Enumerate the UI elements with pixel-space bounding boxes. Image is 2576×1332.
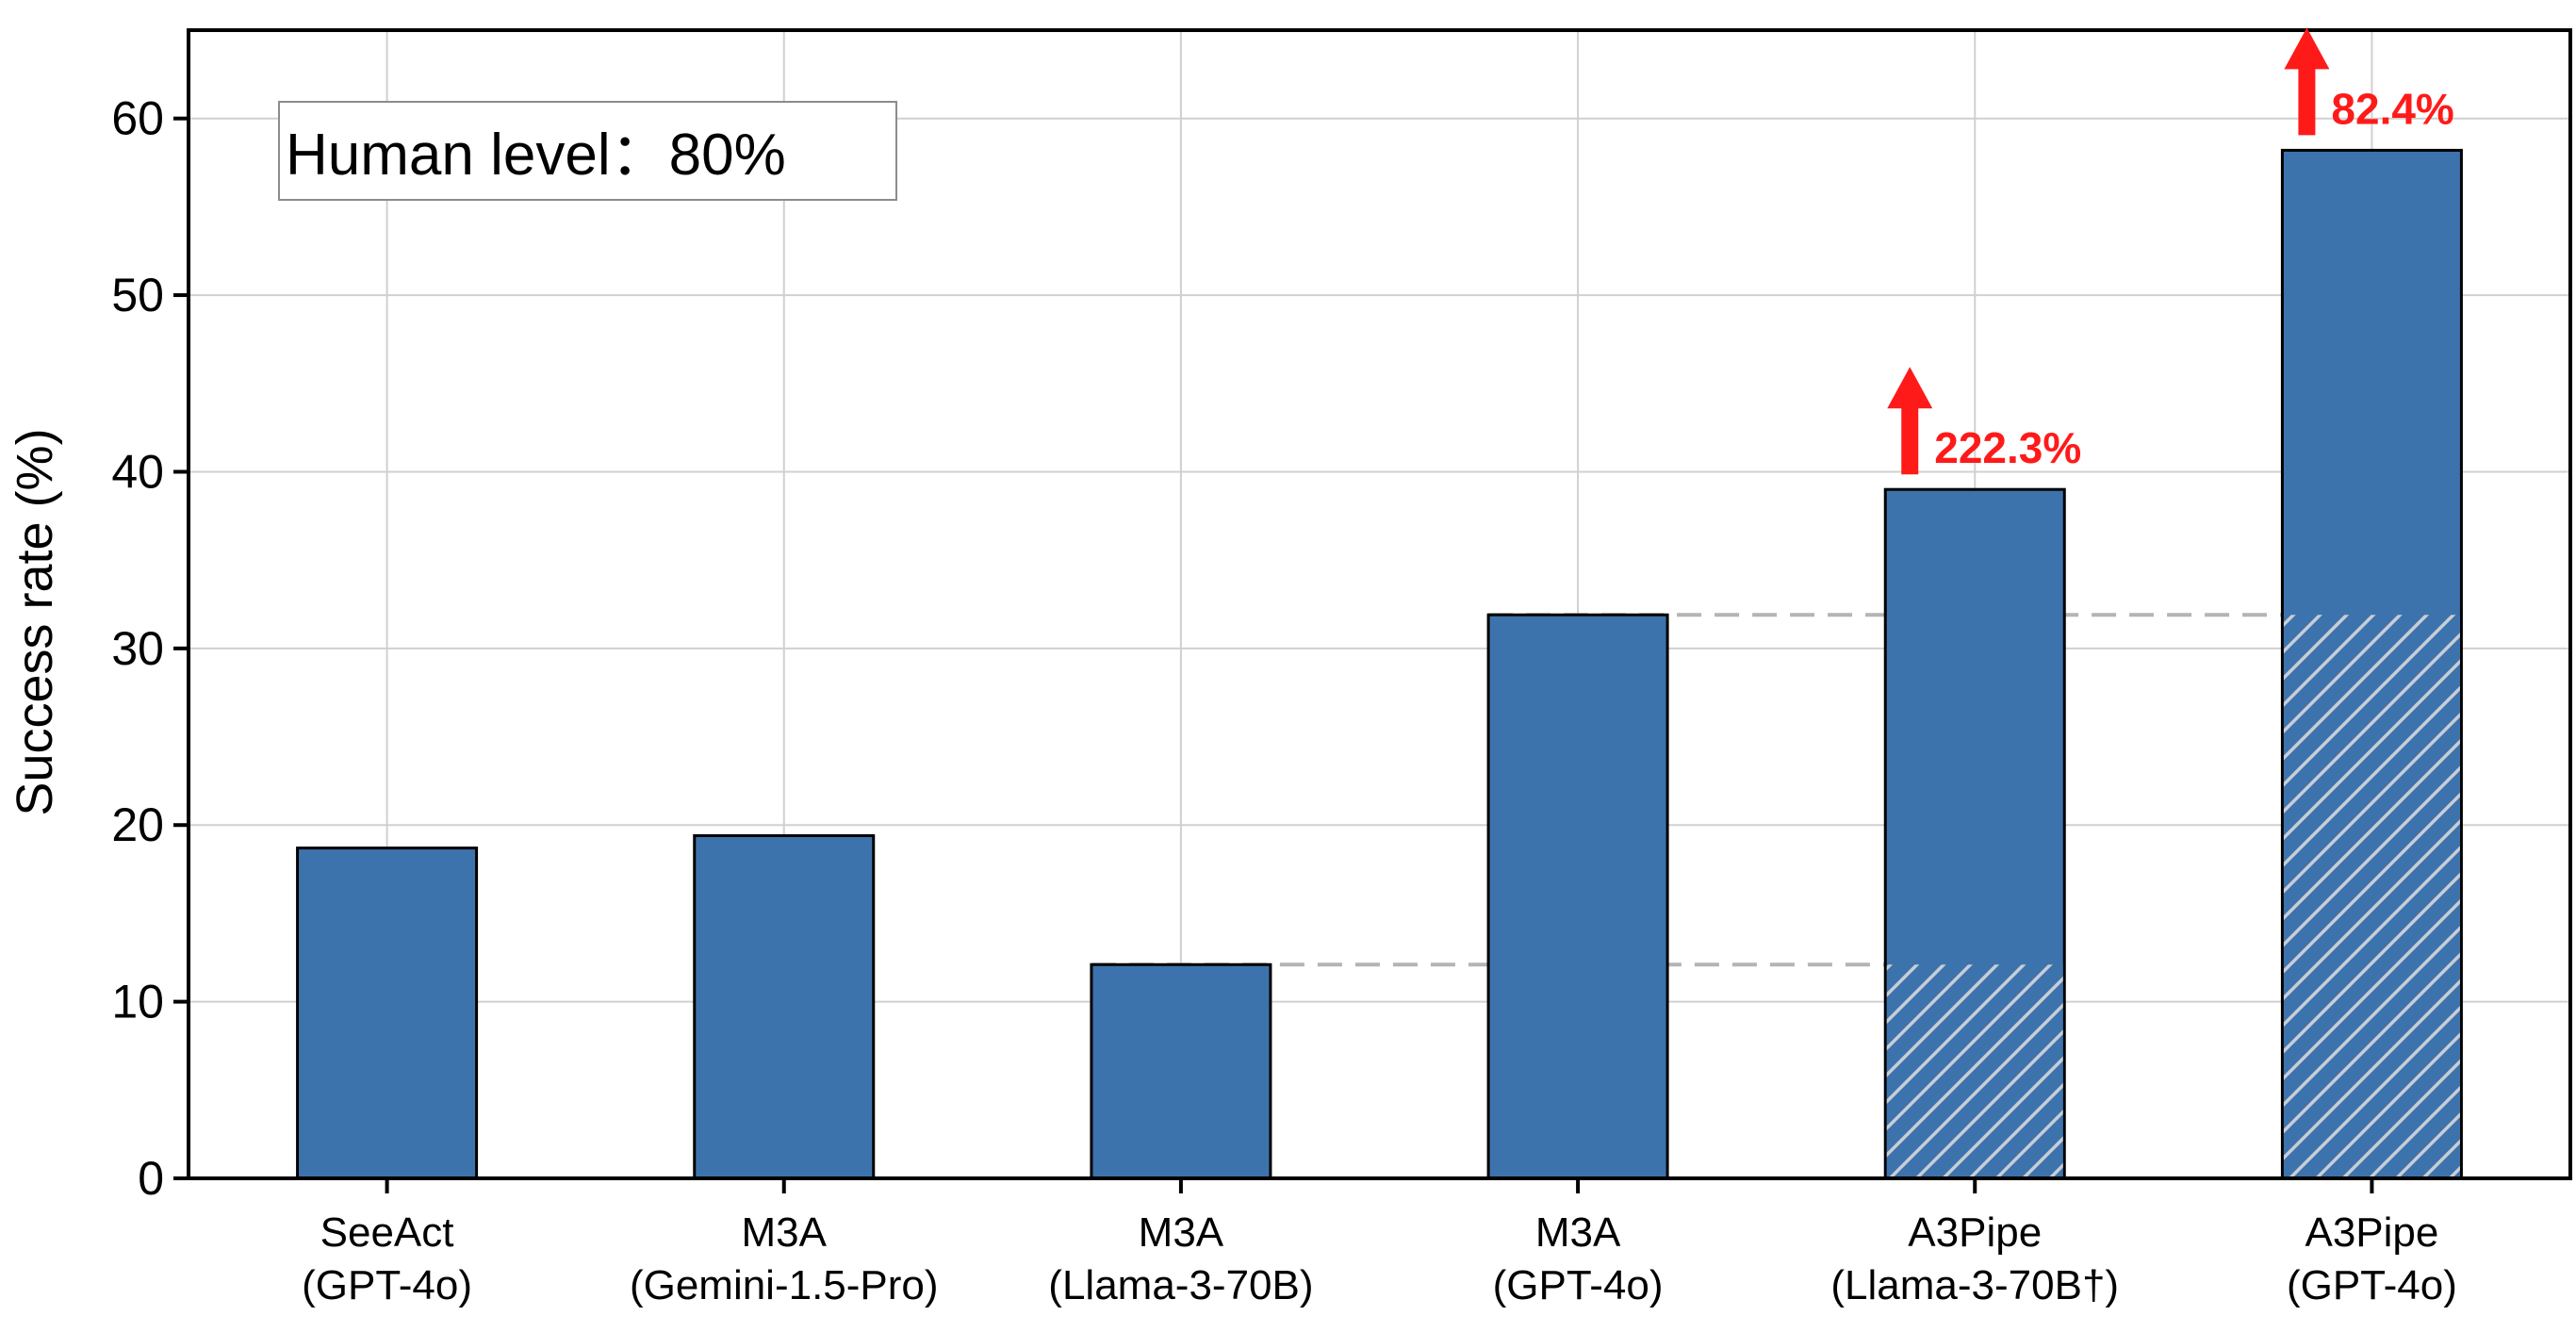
x-tick-label-line: (Gemini-1.5-Pro) xyxy=(630,1262,939,1308)
y-tick-label: 10 xyxy=(111,976,164,1028)
y-tick-label: 60 xyxy=(111,92,164,145)
x-tick-label: M3A (GPT-4o) xyxy=(1493,1209,1664,1308)
y-tick-label: 30 xyxy=(111,622,164,675)
x-tick-label: M3A (Llama-3-70B) xyxy=(1048,1209,1313,1308)
x-tick-label-line: (Llama-3-70B) xyxy=(1048,1262,1313,1308)
x-tick-label-line: (GPT-4o) xyxy=(302,1262,472,1308)
bar xyxy=(1486,613,1669,1180)
y-tick-label: 50 xyxy=(111,269,164,321)
bar-hatched-baseline xyxy=(2283,615,2460,1177)
gain-label: 82.4% xyxy=(2331,84,2453,133)
x-tick-label-line: A3Pipe xyxy=(2305,1209,2438,1256)
x-axis-ticks: SeeAct (GPT-4o) M3A (Gemini-1.5-Pro) M3A (Lla… xyxy=(302,1178,2457,1308)
x-tick-label-line: A3Pipe xyxy=(1908,1209,2042,1256)
x-tick-label: SeeAct (GPT-4o) xyxy=(302,1209,472,1308)
x-tick-label: A3Pipe (GPT-4o) xyxy=(2287,1209,2457,1308)
bar xyxy=(1090,962,1272,1180)
y-axis-ticks: 0 10 20 30 40 50 60 xyxy=(111,92,189,1205)
plot-frame xyxy=(187,28,2572,1180)
x-tick-label-line: SeeAct xyxy=(320,1209,454,1256)
bar xyxy=(296,847,479,1180)
x-tick-label: M3A (Gemini-1.5-Pro) xyxy=(630,1209,939,1308)
y-axis-label: Success rate (%) xyxy=(7,428,63,815)
x-tick-label-line: M3A xyxy=(1139,1209,1224,1256)
x-tick-label-line: (Llama-3-70B†) xyxy=(1830,1262,2119,1308)
bars xyxy=(296,148,2463,1180)
plot-border xyxy=(187,28,2572,1180)
x-tick-label-line: M3A xyxy=(742,1209,828,1256)
y-tick-label: 20 xyxy=(111,798,164,851)
gain-arrow-icon xyxy=(2284,27,2330,136)
bar xyxy=(693,833,876,1180)
grid-lines xyxy=(189,30,2570,1179)
human-level-text: Human level：80% xyxy=(286,123,786,188)
baseline-dashed-lines xyxy=(1091,613,2462,967)
y-tick-label: 40 xyxy=(111,445,164,498)
x-tick-label-line: M3A xyxy=(1535,1209,1621,1256)
x-tick-label-line: (GPT-4o) xyxy=(1493,1262,1664,1308)
y-tick-label: 0 xyxy=(138,1152,164,1205)
bar-hatched-baseline xyxy=(1886,964,2063,1177)
gain-annotations: 222.3% 82.4% xyxy=(1887,27,2454,475)
gain-label: 222.3% xyxy=(1934,423,2081,472)
x-tick-label-line: (GPT-4o) xyxy=(2287,1262,2457,1308)
human-level-box: Human level：80% xyxy=(278,101,897,201)
x-tick-label: A3Pipe (Llama-3-70B†) xyxy=(1830,1209,2119,1308)
gain-arrow-icon xyxy=(1887,367,1933,475)
